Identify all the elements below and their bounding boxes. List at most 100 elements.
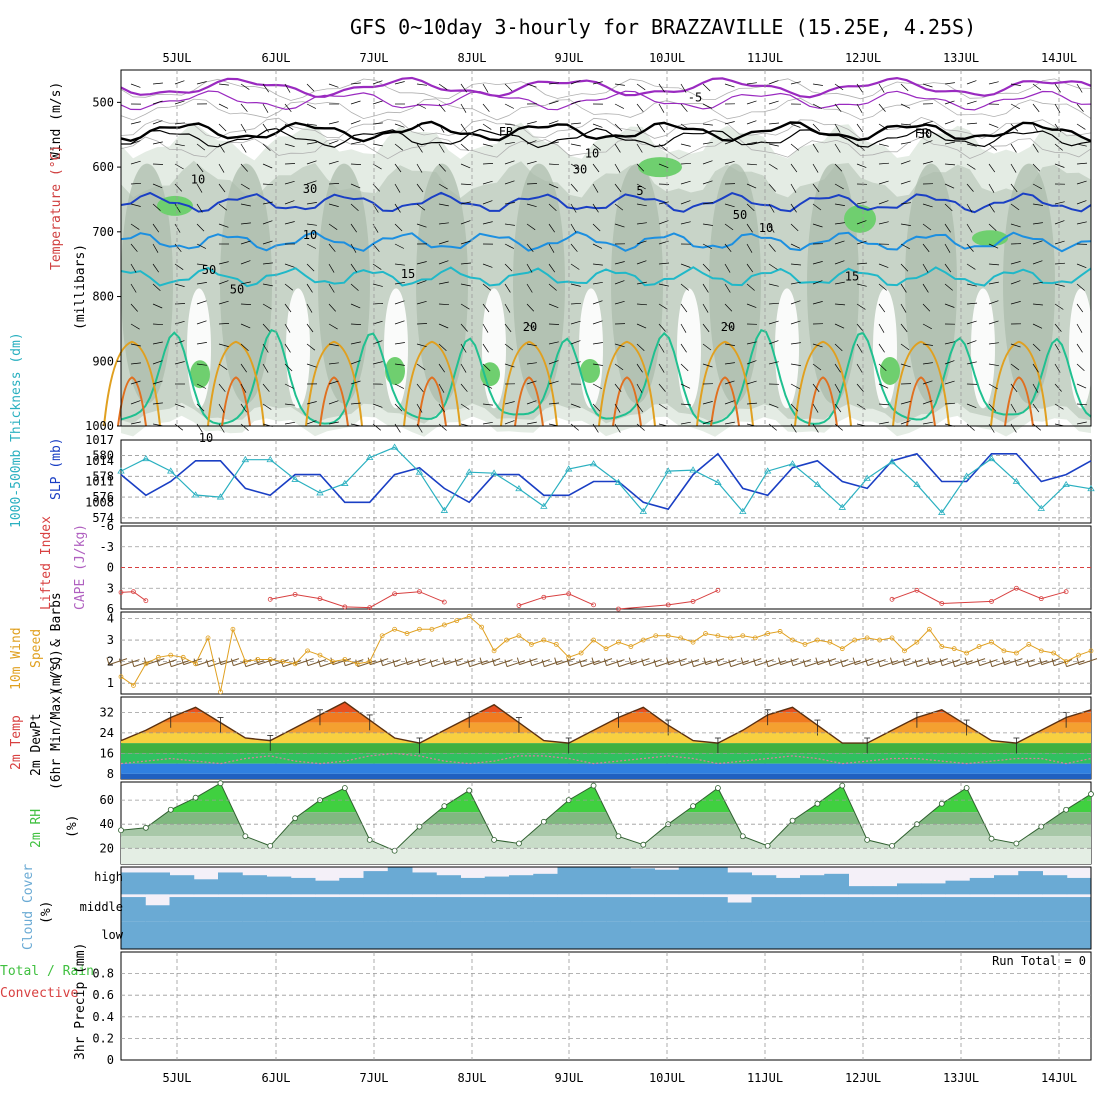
- thickness-marker: [241, 455, 250, 463]
- wind-barb: [460, 103, 467, 113]
- rh-marker: [118, 827, 124, 834]
- rh-unit-label: (%): [65, 815, 80, 838]
- wind-barb: [636, 123, 643, 133]
- rh-green-patch: [580, 358, 600, 383]
- wind-barb: [592, 423, 599, 433]
- wind-barb-flag: [317, 659, 321, 667]
- wind-barb: [812, 143, 819, 153]
- wind-marker: [852, 637, 858, 643]
- wind-barb: [1032, 183, 1042, 190]
- wind-barb: [526, 362, 537, 365]
- wind-barb: [218, 280, 229, 285]
- wind-barb: [460, 143, 469, 151]
- wind-barb-10m: [979, 659, 998, 667]
- wind-barb: [438, 323, 449, 329]
- wind-barb: [944, 283, 953, 291]
- wind-barb: [174, 143, 185, 147]
- cloud-low-bar: [339, 921, 364, 949]
- wind-barb: [988, 363, 999, 367]
- cloud-mid-bar: [969, 897, 995, 922]
- wind-barb: [746, 263, 754, 273]
- wind-barb: [878, 383, 889, 389]
- wind-marker: [1026, 641, 1032, 647]
- wind-barb: [328, 83, 339, 88]
- wind-barb-flag: [454, 658, 458, 666]
- thick-left-label: 1000-500mb Thickness (dm): [9, 332, 24, 528]
- rh-clear: [775, 288, 799, 409]
- rh-marker: [1063, 806, 1070, 813]
- wind-barb: [724, 303, 733, 312]
- wind-barbs-label: (m/s) & Barbs: [49, 592, 64, 694]
- wind-barb: [592, 320, 603, 325]
- wind-barb: [218, 383, 226, 392]
- wind-barb: [328, 303, 336, 312]
- wind-barb: [878, 343, 885, 353]
- wind-barb: [240, 163, 248, 172]
- rh-marker: [615, 833, 622, 840]
- wind-barb: [262, 383, 270, 392]
- wind-barb: [1054, 103, 1061, 113]
- wind-barb: [328, 421, 339, 425]
- wind-barb-flag: [952, 659, 956, 667]
- wind-barb: [592, 342, 603, 345]
- wind-barb: [680, 403, 692, 406]
- cloud-high-bar: [606, 867, 631, 895]
- wind-marker: [777, 629, 783, 634]
- wind-barb: [966, 403, 977, 409]
- day-label-bottom: 6JUL: [262, 1071, 291, 1085]
- wind-barb: [680, 103, 688, 112]
- wind-barb: [482, 283, 492, 291]
- slp-line: [120, 452, 1092, 511]
- wind-barb: [790, 363, 801, 366]
- wind-barb: [922, 343, 933, 346]
- wind-barb: [614, 103, 625, 109]
- contour-label: 10: [191, 172, 205, 186]
- wind-barb: [966, 183, 974, 192]
- thickness-marker: [1087, 484, 1095, 492]
- precip-panel: 0.8 0.6 0.4 0.2 0 Run Total = 0: [92, 951, 1092, 1067]
- wind-barb: [306, 401, 317, 405]
- wind-barb: [394, 183, 401, 193]
- precip-tick: 0.2: [92, 1031, 114, 1045]
- cloud-mid-bar: [703, 897, 728, 922]
- wind-barb-10m: [394, 660, 414, 668]
- wind-barb: [922, 421, 933, 425]
- wind-barb: [702, 243, 712, 250]
- wind-barb: [284, 383, 295, 389]
- rh-marker: [441, 803, 448, 810]
- rh-marker: [366, 836, 373, 843]
- wind-barb: [1010, 301, 1021, 305]
- wind-barb: [504, 83, 513, 92]
- wind-barb: [548, 100, 559, 105]
- wind-marker: [479, 624, 485, 630]
- wind-barb: [1032, 222, 1043, 225]
- wind-barb-10m: [942, 659, 961, 667]
- wind-barb: [680, 263, 691, 268]
- cloud-low-bar: [242, 921, 267, 949]
- isotherm-30: [906, 376, 936, 427]
- wind-barb: [1054, 323, 1062, 332]
- wind-barb-flag: [927, 657, 931, 665]
- wind-barb: [438, 203, 449, 207]
- wind-barb: [746, 141, 757, 145]
- wind-barb: [218, 300, 229, 305]
- wind-barb-flag: [243, 659, 247, 667]
- wind-barb-10m: [108, 658, 128, 666]
- rh-band: [121, 836, 1091, 849]
- wind-barb: [460, 403, 470, 410]
- thickness-marker: [341, 479, 349, 486]
- wind-barb: [658, 183, 670, 185]
- contour-label: 30: [573, 163, 587, 177]
- wind-barb: [812, 280, 823, 285]
- cloud-low-bar: [509, 921, 534, 949]
- wind-barb: [966, 283, 977, 287]
- wind-barb: [130, 203, 141, 207]
- wind-barb: [482, 263, 493, 268]
- wind-marker: [504, 637, 509, 643]
- wind-marker: [765, 631, 771, 636]
- wind-barb-10m: [245, 660, 264, 668]
- cloud-mid-bar: [193, 897, 219, 922]
- wind-barb: [1054, 220, 1065, 225]
- cloud-high-bar: [533, 873, 558, 895]
- wind-barb: [482, 323, 489, 333]
